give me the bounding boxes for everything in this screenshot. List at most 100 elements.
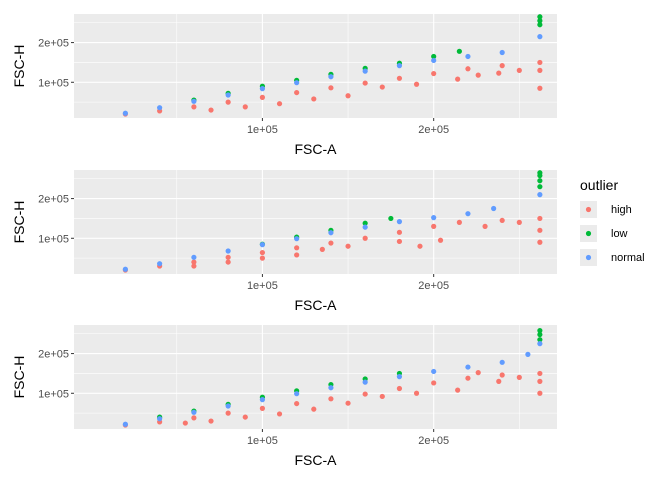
scatter-panel-3: 1e+05 2e+05 1e+05 2e+05 FSC-A FSC-H [11, 325, 557, 468]
data-point-high [345, 400, 351, 406]
data-point-normal [122, 421, 128, 427]
data-point-normal [465, 211, 471, 217]
points-layer [122, 14, 543, 117]
data-point-high [362, 235, 368, 241]
data-point-high [191, 415, 197, 421]
data-point-high [537, 227, 543, 233]
x-tick-label: 2e+05 [418, 124, 449, 136]
data-point-normal [191, 254, 197, 260]
data-point-normal [525, 351, 531, 357]
data-point-normal [396, 374, 403, 380]
y-axis-title: FSC-H [11, 201, 27, 244]
series-high [122, 370, 543, 428]
data-point-high [311, 96, 317, 102]
data-point-normal [431, 368, 437, 375]
legend-label-high: high [611, 204, 632, 216]
data-point-high [225, 99, 231, 105]
data-point-high [208, 418, 214, 424]
data-point-low [537, 178, 543, 184]
data-point-high [455, 76, 461, 82]
data-point-high [182, 420, 188, 426]
data-point-normal [499, 49, 505, 56]
data-point-high [537, 67, 543, 73]
data-point-high [417, 243, 423, 249]
data-point-high [431, 380, 437, 386]
y-tick-label: 1e+05 [38, 388, 69, 400]
data-point-high [259, 405, 266, 411]
data-point-high [294, 245, 300, 251]
data-point-low [456, 48, 462, 54]
data-point-high [537, 59, 543, 66]
data-point-normal [537, 192, 543, 198]
data-point-low [431, 53, 437, 60]
data-point-high [345, 93, 351, 99]
data-point-high [496, 70, 502, 76]
panel-background [74, 14, 557, 118]
data-point-low [537, 331, 543, 338]
data-point-low [537, 18, 543, 24]
panel-background [74, 325, 557, 429]
data-point-high [191, 263, 197, 269]
data-point-high [328, 85, 334, 91]
y-tick-label: 1e+05 [38, 77, 69, 89]
data-point-low [537, 22, 543, 28]
legend-swatch-high [585, 206, 592, 213]
data-point-high [465, 66, 471, 72]
data-point-normal [499, 359, 505, 365]
data-point-high [276, 411, 283, 417]
data-point-high [396, 229, 403, 235]
data-point-high [396, 75, 403, 81]
data-point-high [379, 84, 385, 90]
data-point-normal [259, 242, 266, 248]
data-point-normal [537, 341, 543, 347]
panels: 1e+05 2e+05 1e+05 2e+05 FSC-A FSC-H 1e+05 2e+05… [11, 14, 557, 468]
points-layer [122, 170, 543, 273]
data-point-normal [465, 364, 471, 370]
data-point-normal [157, 261, 163, 267]
data-point-high [516, 67, 522, 73]
legend-swatch-normal [585, 254, 592, 261]
data-point-normal [362, 224, 368, 230]
data-point-high [475, 72, 481, 78]
data-point-high [242, 104, 248, 110]
data-point-high [537, 390, 543, 396]
data-point-low [537, 337, 543, 343]
data-point-low [537, 327, 543, 334]
data-point-normal [362, 379, 368, 385]
data-point-high [328, 396, 334, 402]
legend-label-normal: normal [611, 252, 645, 264]
x-tick-label: 1e+05 [247, 124, 278, 136]
data-point-high [482, 223, 488, 229]
data-point-high [225, 259, 231, 265]
data-point-normal [362, 68, 368, 74]
x-axis-title: FSC-A [295, 141, 338, 157]
data-point-normal [191, 409, 197, 415]
data-point-normal [225, 403, 231, 409]
data-point-normal [537, 34, 543, 40]
series-normal [122, 341, 543, 427]
data-point-normal [294, 80, 300, 86]
data-point-normal [328, 385, 334, 391]
data-point-high [396, 238, 403, 245]
data-point-high [259, 255, 266, 261]
data-point-high [294, 252, 300, 258]
data-point-high [259, 249, 266, 256]
data-point-high [537, 370, 543, 377]
data-point-high [499, 63, 505, 69]
data-point-normal [396, 219, 403, 225]
data-point-normal [191, 98, 197, 104]
x-axis-title: FSC-A [295, 452, 338, 468]
data-point-normal [431, 215, 437, 221]
data-point-normal [259, 397, 266, 403]
data-point-high [437, 237, 444, 243]
data-point-high [319, 246, 325, 252]
legend: outlier high low normal [580, 177, 645, 266]
data-point-low [537, 184, 543, 190]
y-axis-title: FSC-H [11, 356, 27, 399]
data-point-high [362, 80, 368, 86]
data-point-high [345, 243, 351, 249]
data-point-high [537, 85, 543, 91]
data-point-normal [122, 110, 128, 116]
points-layer [122, 327, 543, 428]
